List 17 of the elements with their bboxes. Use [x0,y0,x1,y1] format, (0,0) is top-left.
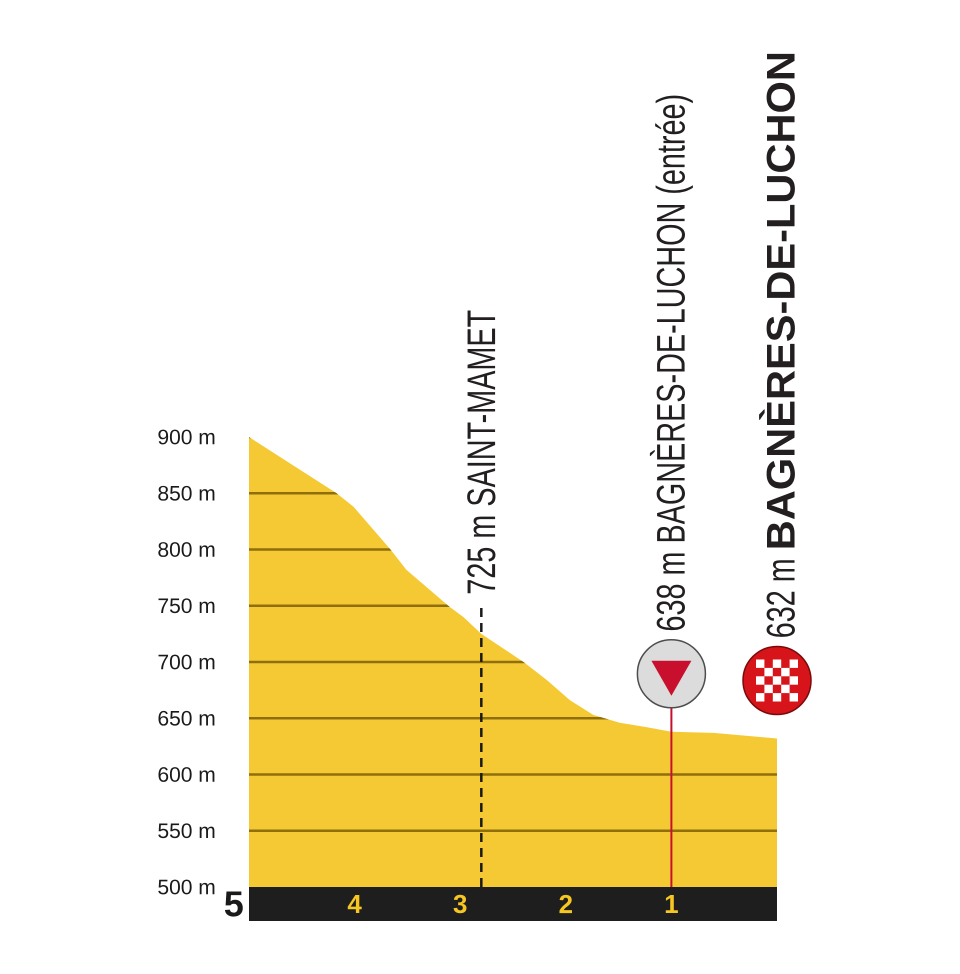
annotation: 632 m BAGNÈRES-DE-LUCHON [759,54,795,637]
y-tick-label: 800 m [158,542,214,557]
x-tick-label: 5 [224,891,243,917]
y-tick-label: 600 m [158,767,214,782]
y-tick-label: 500 m [158,880,214,894]
x-tick-label: 2 [559,894,572,914]
y-tick-label: 750 m [158,598,214,614]
x-tick-label: 1 [666,895,678,913]
y-tick-label: 650 m [158,710,214,726]
x-tick-label: 3 [454,894,466,914]
y-tick-label: 550 m [158,823,214,838]
ref-line-label: 725 m SAINT-MAMET [467,310,496,594]
x-tick-label: 4 [348,895,362,913]
ref-line-label: 638 m BAGNÈRES-DE-LUCHON (entrée) [650,96,693,630]
y-tick-label: 900 m [158,430,214,444]
y-tick-label: 700 m [158,654,214,670]
y-tick-label: 850 m [158,486,214,501]
